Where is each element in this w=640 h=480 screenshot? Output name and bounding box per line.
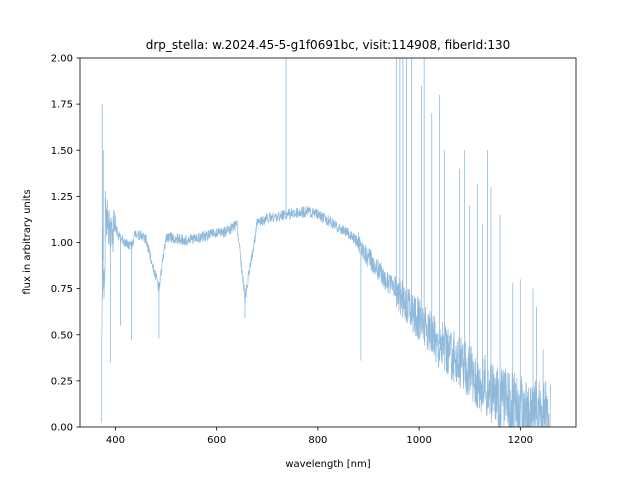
y-tick-label: 1.75 [51,100,73,111]
x-axis-label: wavelength [nm] [285,459,370,470]
x-tick-label: 1200 [508,435,533,446]
y-tick-label: 0.75 [51,284,73,295]
spectrum-line [100,198,551,427]
y-axis-ticks: 0.00 0.25 0.50 0.75 1.00 1.25 1.50 1.75 2.00 [51,54,80,434]
x-axis-ticks: 400 600 800 1000 1200 [106,427,533,446]
chart-title: drp_stella: w.2024.45-5-g1f0691bc, visit… [146,38,511,52]
x-tick-label: 800 [308,435,327,446]
y-axis-label: flux in arbitrary units [22,189,33,294]
spectrum-series [100,58,551,427]
y-tick-label: 1.25 [51,192,73,203]
y-tick-label: 1.00 [51,238,73,249]
plot-area [79,57,577,428]
x-tick-label: 1000 [406,435,431,446]
y-tick-label: 0.00 [51,423,73,434]
y-tick-label: 2.00 [51,54,73,65]
y-tick-label: 0.50 [51,330,73,341]
x-tick-label: 400 [106,435,125,446]
x-tick-label: 600 [207,435,226,446]
y-tick-label: 0.25 [51,376,73,387]
y-tick-label: 1.50 [51,146,73,157]
